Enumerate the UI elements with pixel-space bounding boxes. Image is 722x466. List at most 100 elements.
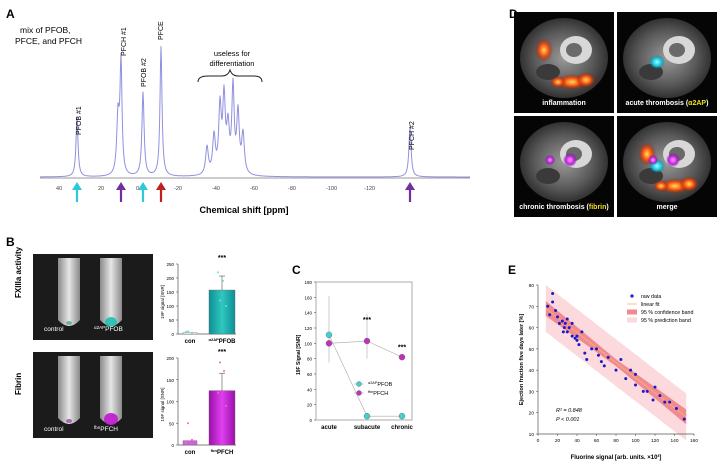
scatter-point <box>554 309 558 313</box>
y-tick-label: 50 <box>529 347 535 353</box>
nmr-spectrum-line <box>39 46 470 178</box>
scatter-point <box>551 300 555 304</box>
series-1-point-1 <box>363 337 371 345</box>
scatter-point <box>595 347 598 351</box>
y-tick-label: 120 <box>304 326 312 331</box>
x-tick-label: 60 <box>594 438 600 444</box>
data-point <box>223 370 225 373</box>
peak-label-pfce: PFCE <box>158 21 165 40</box>
x-tick-label: 120 <box>651 438 659 444</box>
legend-entry-2: 95 % confidence band <box>641 310 693 316</box>
scatter-point <box>560 319 564 323</box>
y-tick-label: 70 <box>529 304 535 310</box>
y-axis-label: 19F signal [SNR] <box>160 285 165 319</box>
scatter-point <box>565 317 569 321</box>
x-category-0: con <box>185 450 196 456</box>
scatter-point <box>563 321 567 325</box>
scatter-point <box>548 313 552 317</box>
scatter-chart-ejection: 0 20 40 60 80 100 120 140 160 10 20 30 40 50 60 70 80 Flu… <box>519 283 698 461</box>
lung-shadow <box>536 64 560 80</box>
scatter-point <box>682 417 686 421</box>
tile-label-highlight: fibrin <box>589 204 607 211</box>
scatter-point <box>663 400 667 404</box>
significance-stars: *** <box>218 255 226 262</box>
x-category-2: chronic <box>391 425 413 431</box>
tile-label-text: inflammation <box>542 100 586 107</box>
y-tick-label: 20 <box>307 403 313 408</box>
scatter-point <box>651 398 655 402</box>
x-tick-label: 140 <box>670 438 678 444</box>
stats-r2: R² = 0.848 <box>556 408 583 414</box>
y-tick-label: 150 <box>166 378 174 383</box>
significance-stars: *** <box>218 349 226 356</box>
category-superscript: α2AP <box>209 337 220 342</box>
scatter-point <box>624 377 628 381</box>
y-tick-label: 100 <box>166 400 174 405</box>
peak-label-pfob1: PFOB #1 <box>76 106 83 135</box>
chronic-thrombus-spot <box>545 155 555 165</box>
scatter-point <box>634 383 637 387</box>
scatter-point <box>619 358 623 361</box>
tile-label-1: acute thrombosis (α2AP) <box>626 100 709 107</box>
panel-d-letter: D <box>509 7 518 21</box>
legend-entry-1: fbnPFCH <box>368 390 388 397</box>
tube-photo-fibrin: control fbnPFCH <box>33 352 153 438</box>
line-chart-time-course: 0 20 40 60 80 100 120 140 160 180 19F Signal [SNR]… <box>296 280 413 431</box>
panel-a-letter: A <box>6 7 15 21</box>
spectrum-tick-0: 40 <box>56 186 62 192</box>
photo2-probe-label: fbnPFCH <box>94 425 118 433</box>
y-tick-label: 80 <box>307 357 313 362</box>
legend-marker-0 <box>356 381 362 387</box>
category-base: PFCH <box>217 450 233 456</box>
brace-symbol <box>197 68 263 83</box>
photo1-probe-label: α2APPFOB <box>94 325 123 333</box>
scatter-point <box>674 406 678 410</box>
spectrum-tick-7: -100 <box>326 186 337 192</box>
y-tick-label: 0 <box>171 443 174 448</box>
tube-photo-fxiiia: control α2APPFOB <box>33 254 153 340</box>
note-line1: useless for <box>214 49 251 58</box>
significance-subacute: *** <box>363 317 371 324</box>
chronic-thrombus-spot <box>563 153 577 167</box>
x-tick-label: 20 <box>555 438 561 444</box>
tile-label-3: merge <box>656 204 677 211</box>
panel-e-letter: E <box>508 263 516 277</box>
acute-thrombus-spot <box>649 55 665 69</box>
scatter-point <box>645 389 649 393</box>
data-point <box>222 279 224 282</box>
data-point <box>219 361 221 364</box>
mri-tile-0: inflammation <box>514 12 614 113</box>
arrow-pfob1-icon <box>72 182 82 202</box>
mri-tile-1: acute thrombosis (α2AP) <box>617 12 717 113</box>
scatter-point <box>583 351 587 355</box>
data-point <box>187 422 189 425</box>
inflammation-spot <box>576 72 596 88</box>
y-tick-label: 50 <box>169 421 175 426</box>
panel-e: E 0 20 40 60 80 100 120 140 160 10 20 30 40 50 60 70 80 F… <box>508 263 698 461</box>
series-1-point-0 <box>325 340 333 347</box>
scatter-point <box>575 338 579 342</box>
scatter-point <box>561 330 565 334</box>
data-point <box>225 305 227 307</box>
mri-tile-2: chronic thrombosis (fibrin) <box>514 116 614 217</box>
data-point <box>191 438 193 441</box>
data-point <box>185 331 187 334</box>
scatter-point <box>575 334 579 338</box>
y-tick-label: 200 <box>166 356 174 361</box>
legend-marker-confidence <box>627 309 637 315</box>
scatter-point <box>602 364 606 368</box>
legend-entry-0: raw data <box>641 294 661 300</box>
scatter-point <box>614 368 618 372</box>
chronic-thrombus-spot <box>666 153 680 167</box>
y-tick-label: 40 <box>529 368 535 374</box>
x-tick-label: 40 <box>574 438 580 444</box>
scatter-point <box>599 360 603 364</box>
scatter-point <box>641 389 645 393</box>
inflammation-spot <box>535 38 553 62</box>
panel-b-letter: B <box>6 235 15 249</box>
plot-frame <box>315 281 413 421</box>
y-tick-label: 250 <box>166 262 174 267</box>
legend-base: PFCH <box>373 391 388 397</box>
y-tick-label: 20 <box>529 411 535 417</box>
bar-chart-fxiiia: 0 50 100 150 200 250 19F signal [SNR] *** con α2A… <box>160 255 236 345</box>
